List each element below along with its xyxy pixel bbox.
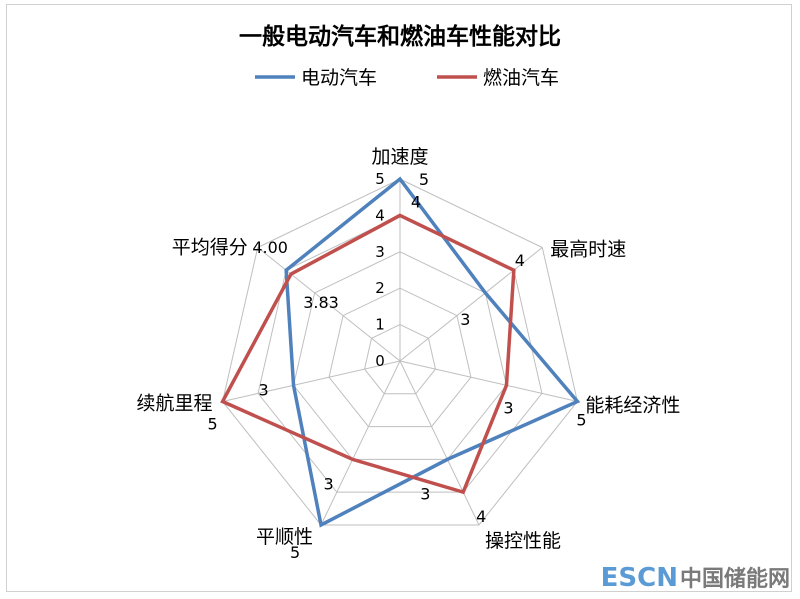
legend-label-0: 电动汽车 bbox=[301, 67, 377, 89]
tick-label-1: 1 bbox=[375, 316, 385, 334]
series-lines bbox=[220, 176, 581, 528]
data-label-s0-2: 5 bbox=[576, 410, 586, 429]
grid-ring-5 bbox=[222, 178, 578, 526]
chart-frame bbox=[6, 4, 792, 592]
radar-grid bbox=[222, 178, 578, 526]
spoke-2 bbox=[399, 360, 578, 402]
axis-label-5: 续航里程 bbox=[137, 392, 213, 414]
tick-label-4: 4 bbox=[375, 206, 385, 224]
data-label-s0-4: 5 bbox=[290, 543, 300, 562]
data-label-s0-5: 3 bbox=[258, 380, 268, 399]
data-label-s1-2: 3 bbox=[503, 398, 513, 417]
legend-label-1: 燃油汽车 bbox=[483, 67, 559, 89]
data-label-s1-0: 4 bbox=[411, 192, 421, 211]
tick-label-2: 2 bbox=[375, 279, 385, 297]
data-label-s0-1: 3 bbox=[460, 310, 470, 329]
radial-ticks: 0 1 2 3 4 5 bbox=[375, 170, 385, 370]
series-line-0 bbox=[284, 176, 581, 528]
escn-watermark: ESCN中国储能网 bbox=[601, 561, 790, 593]
axis-label-3: 操控性能 bbox=[485, 530, 561, 552]
data-label-s1-6: 3.83 bbox=[303, 293, 339, 312]
axis-label-1: 最高时速 bbox=[550, 239, 626, 261]
tick-label-0: 0 bbox=[375, 352, 385, 370]
spoke-3 bbox=[399, 360, 480, 526]
axis-label-4: 平顺性 bbox=[256, 526, 313, 548]
data-label-s0-0: 5 bbox=[419, 170, 429, 189]
spoke-5 bbox=[222, 360, 401, 402]
data-label-s1-4: 3 bbox=[324, 474, 334, 493]
spoke-6 bbox=[257, 247, 401, 362]
watermark-cn: 中国储能网 bbox=[679, 567, 790, 592]
grid-ring-1 bbox=[363, 324, 437, 395]
data-label-s1-1: 4 bbox=[515, 251, 525, 270]
data-label-s1-5: 5 bbox=[207, 414, 217, 433]
data-label-s1-3: 4 bbox=[476, 507, 486, 526]
axis-label-6: 平均得分 bbox=[172, 237, 248, 259]
data-label-s0-3: 3 bbox=[420, 484, 430, 503]
tick-label-5: 5 bbox=[375, 170, 385, 188]
watermark-latin: ESCN bbox=[600, 563, 678, 593]
grid-ring-2 bbox=[328, 287, 472, 428]
series-line-1 bbox=[220, 213, 516, 495]
data-labels: 5 3 5 3 5 3 4.00 4 4 3 4 3 5 3.83 bbox=[207, 170, 586, 562]
axis-label-0: 加速度 bbox=[371, 146, 428, 168]
grid-ring-3 bbox=[292, 251, 508, 460]
legend: 电动汽车 燃油汽车 bbox=[255, 67, 559, 89]
axis-label-2: 能耗经济性 bbox=[585, 394, 680, 416]
spoke-4 bbox=[320, 360, 401, 526]
data-label-s0-6: 4.00 bbox=[252, 238, 288, 257]
spoke-1 bbox=[399, 247, 543, 362]
chart-title: 一般电动汽车和燃油车性能对比 bbox=[239, 23, 561, 50]
tick-label-3: 3 bbox=[375, 243, 385, 261]
